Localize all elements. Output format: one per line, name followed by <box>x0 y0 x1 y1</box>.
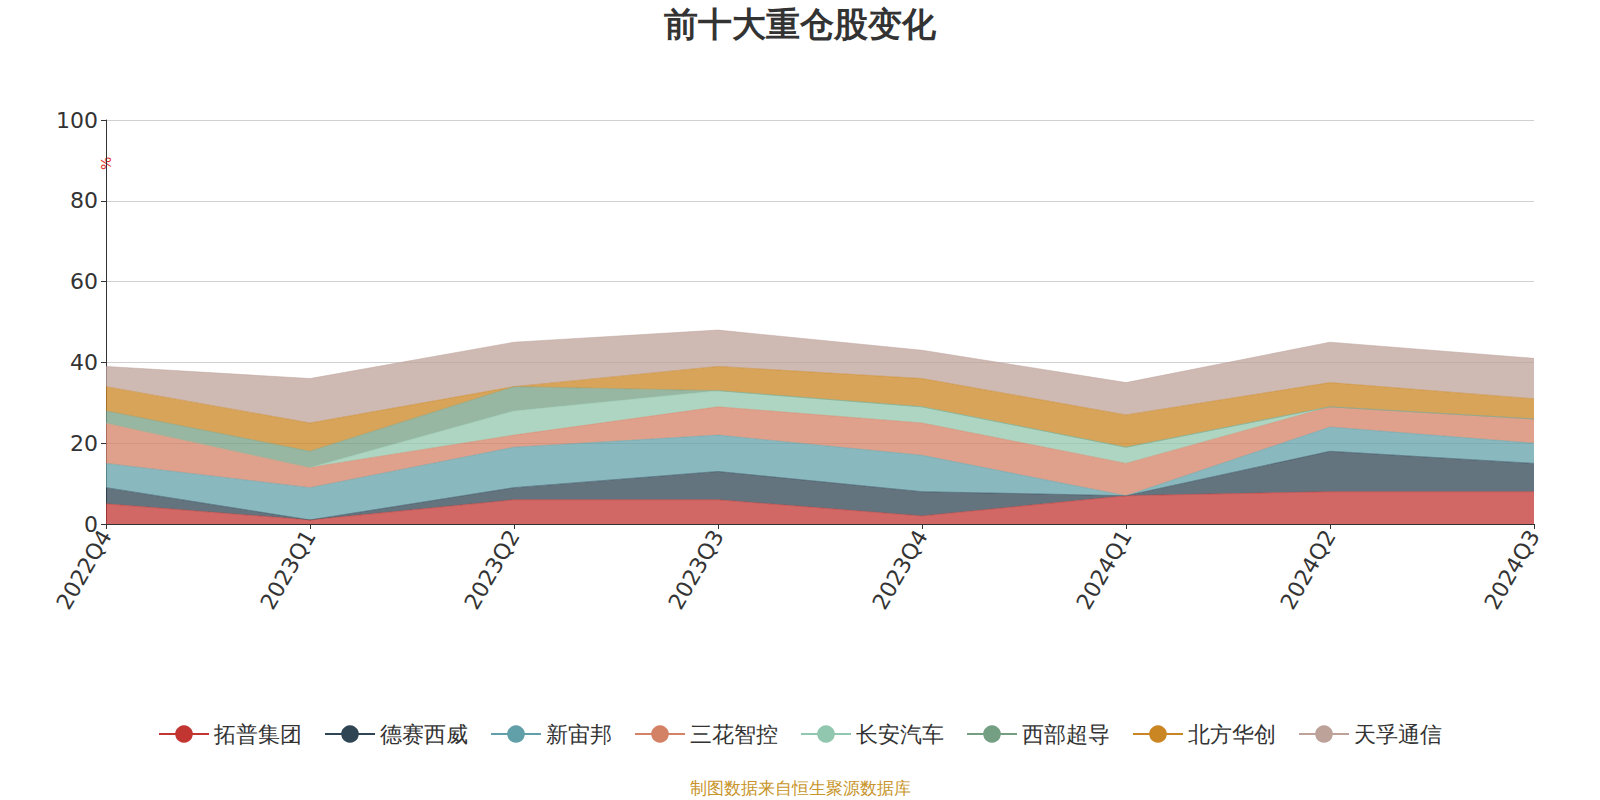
svg-text:2023Q3: 2023Q3 <box>664 526 729 614</box>
svg-text:2023Q4: 2023Q4 <box>868 526 933 614</box>
svg-text:长安汽车: 长安汽车 <box>856 722 944 747</box>
svg-text:2022Q4: 2022Q4 <box>52 526 117 614</box>
svg-text:德赛西威: 德赛西威 <box>380 722 468 747</box>
svg-text:制图数据来自恒生聚源数据库: 制图数据来自恒生聚源数据库 <box>690 778 911 798</box>
svg-text:2024Q2: 2024Q2 <box>1276 526 1341 614</box>
svg-text:100: 100 <box>56 108 98 133</box>
svg-text:2024Q1: 2024Q1 <box>1072 526 1137 614</box>
svg-text:2024Q3: 2024Q3 <box>1480 526 1545 614</box>
svg-text:80: 80 <box>70 188 98 213</box>
svg-text:40: 40 <box>70 350 98 375</box>
svg-text:新宙邦: 新宙邦 <box>546 722 612 747</box>
svg-text:20: 20 <box>70 431 98 456</box>
svg-text:北方华创: 北方华创 <box>1188 722 1276 747</box>
svg-text:西部超导: 西部超导 <box>1022 722 1110 747</box>
svg-text:2023Q2: 2023Q2 <box>460 526 525 614</box>
svg-text:0: 0 <box>84 511 98 537</box>
svg-text:2023Q1: 2023Q1 <box>256 526 321 614</box>
svg-text:60: 60 <box>70 269 98 294</box>
svg-text:拓普集团: 拓普集团 <box>213 722 302 747</box>
svg-text:三花智控: 三花智控 <box>690 722 778 747</box>
svg-text:前十大重仓股变化: 前十大重仓股变化 <box>664 4 937 44</box>
svg-text:天孚通信: 天孚通信 <box>1354 722 1442 747</box>
